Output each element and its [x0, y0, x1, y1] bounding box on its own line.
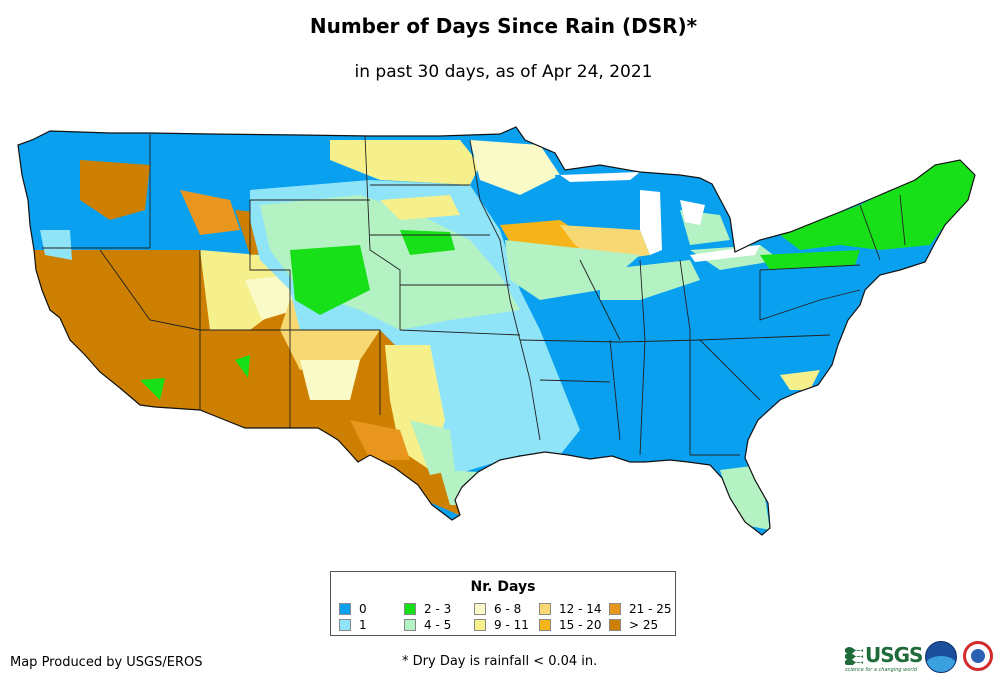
legend-item: 9 - 11	[474, 619, 529, 632]
dry-day-note: * Dry Day is rainfall < 0.04 in.	[402, 654, 598, 669]
legend-swatch	[474, 619, 486, 631]
legend-swatch	[339, 619, 351, 631]
legend-item: 1	[339, 619, 367, 632]
legend-label: 2 - 3	[424, 602, 452, 616]
lake-huron	[680, 200, 705, 225]
dsr-color-regions	[18, 127, 975, 535]
usgs-logo: USGS	[845, 643, 923, 669]
lake-superior	[560, 172, 640, 182]
legend-item: 12 - 14	[539, 603, 602, 616]
legend-swatch	[609, 619, 621, 631]
legend-label: 15 - 20	[559, 618, 602, 632]
legend-item: 4 - 5	[404, 619, 451, 632]
state-boundaries	[42, 134, 906, 456]
map-subtitle: in past 30 days, as of Apr 24, 2021	[354, 62, 653, 82]
usgs-wave-icon	[845, 647, 863, 665]
legend-label: 1	[359, 618, 367, 632]
legend-swatch	[609, 603, 621, 615]
legend-swatch	[539, 619, 551, 631]
legend-label: 21 - 25	[629, 602, 672, 616]
legend-title: Nr. Days	[470, 579, 536, 595]
legend-label: 6 - 8	[494, 602, 522, 616]
usgs-wordmark: USGS	[865, 643, 923, 667]
legend-item: 15 - 20	[539, 619, 602, 632]
noaa-logo-icon	[925, 641, 957, 673]
legend-label: 4 - 5	[424, 618, 452, 632]
legend-label: 12 - 14	[559, 602, 602, 616]
usgs-tagline: science for a changing world	[845, 667, 917, 673]
legend-item: 21 - 25	[609, 603, 672, 616]
legend: Nr. Days 0 1 2 - 3 4 - 5 6 - 8 9 - 11 12 - 14 1…	[330, 571, 676, 636]
legend-swatch	[539, 603, 551, 615]
legend-item: 0	[339, 603, 367, 616]
legend-swatch	[404, 603, 416, 615]
legend-item: > 25	[609, 619, 658, 632]
map-credit: Map Produced by USGS/EROS	[10, 655, 203, 670]
legend-swatch	[474, 603, 486, 615]
map-title: Number of Days Since Rain (DSR)*	[309, 14, 698, 38]
legend-item: 6 - 8	[474, 603, 521, 616]
lake-erie	[690, 245, 760, 262]
legend-item: 2 - 3	[404, 603, 451, 616]
legend-swatch	[339, 603, 351, 615]
legend-swatch	[404, 619, 416, 631]
legend-label: 0	[359, 602, 367, 616]
legend-label: > 25	[629, 618, 659, 632]
nws-logo-icon	[963, 641, 993, 671]
lake-michigan	[640, 190, 662, 255]
legend-label: 9 - 11	[494, 618, 529, 632]
